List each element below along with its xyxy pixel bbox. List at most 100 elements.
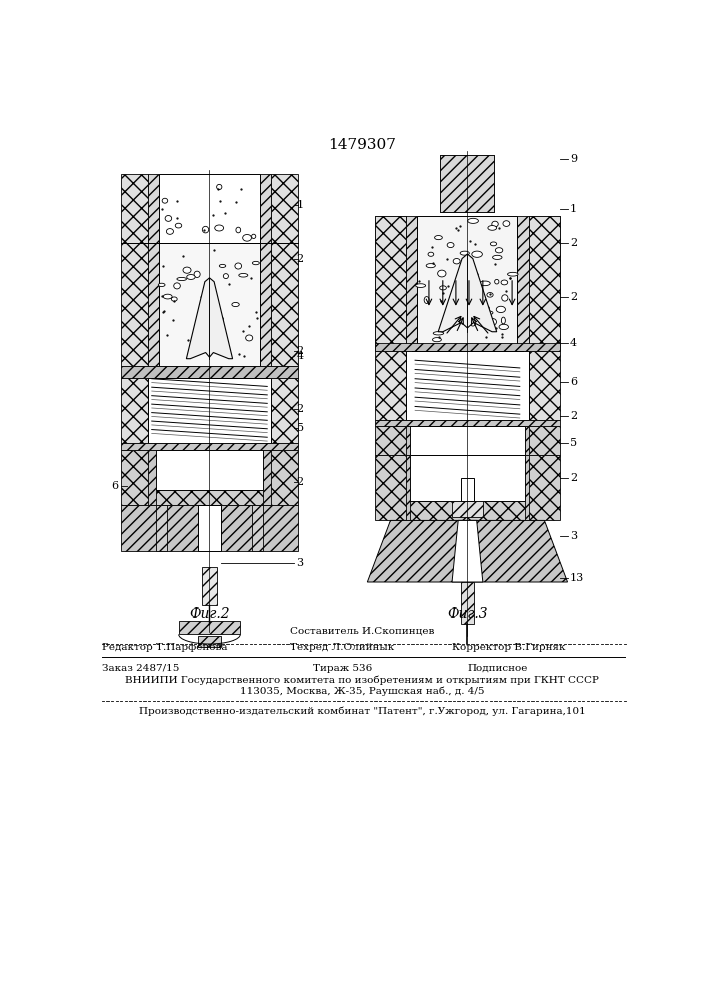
Bar — [461, 478, 474, 501]
Ellipse shape — [460, 251, 469, 255]
Ellipse shape — [440, 286, 446, 290]
Bar — [156, 505, 167, 551]
Ellipse shape — [424, 297, 429, 303]
Ellipse shape — [171, 297, 177, 301]
Ellipse shape — [174, 283, 180, 289]
Ellipse shape — [245, 335, 252, 341]
Ellipse shape — [501, 317, 506, 324]
Polygon shape — [187, 278, 233, 359]
Ellipse shape — [492, 221, 498, 227]
Ellipse shape — [450, 300, 459, 303]
Text: 6: 6 — [112, 481, 119, 491]
Bar — [529, 351, 560, 420]
Bar — [375, 420, 560, 426]
Polygon shape — [438, 254, 497, 332]
Bar — [252, 505, 264, 551]
Ellipse shape — [482, 305, 489, 311]
Bar — [406, 426, 409, 455]
Text: Производственно-издательский комбинат "Патент", г.Ужгород, ул. Гагарина,101: Производственно-издательский комбинат "П… — [139, 707, 585, 716]
Text: 13: 13 — [570, 573, 584, 583]
Text: 2: 2 — [296, 477, 303, 487]
Ellipse shape — [447, 243, 454, 248]
Bar — [271, 174, 298, 243]
Ellipse shape — [215, 225, 223, 231]
Ellipse shape — [428, 252, 434, 256]
Bar — [121, 443, 298, 450]
Text: 2: 2 — [296, 254, 303, 264]
Text: 2: 2 — [296, 404, 303, 414]
Bar — [440, 155, 494, 212]
Bar — [406, 216, 417, 347]
Bar — [179, 620, 240, 634]
Ellipse shape — [445, 320, 455, 327]
Text: 2: 2 — [570, 411, 577, 421]
Bar — [156, 450, 264, 490]
Ellipse shape — [496, 248, 503, 253]
Bar — [375, 426, 560, 455]
Ellipse shape — [165, 215, 172, 221]
Bar — [148, 243, 160, 366]
Bar — [375, 343, 560, 351]
Text: Техред Л.Олийнык: Техред Л.Олийнык — [291, 643, 395, 652]
Text: 113035, Москва, Ж-35, Раушская наб., д. 4/5: 113035, Москва, Ж-35, Раушская наб., д. … — [240, 687, 484, 696]
Bar — [518, 216, 529, 347]
Ellipse shape — [467, 301, 473, 304]
Text: 5: 5 — [570, 438, 577, 448]
Bar — [148, 174, 160, 243]
Text: Тираж 536: Тираж 536 — [313, 664, 373, 673]
Text: Составитель И.Скопинцев: Составитель И.Скопинцев — [290, 627, 434, 636]
Ellipse shape — [239, 273, 248, 277]
Bar — [409, 455, 525, 501]
Ellipse shape — [502, 295, 508, 301]
Ellipse shape — [501, 280, 508, 285]
Bar — [259, 243, 271, 366]
Bar — [525, 455, 529, 520]
Ellipse shape — [499, 324, 508, 330]
Bar — [121, 366, 298, 378]
Text: 2: 2 — [570, 292, 577, 302]
Text: 2: 2 — [296, 346, 303, 356]
Ellipse shape — [468, 218, 479, 223]
Bar — [121, 378, 148, 443]
Text: 9: 9 — [570, 153, 577, 163]
Text: 1479307: 1479307 — [328, 138, 396, 152]
Ellipse shape — [462, 294, 466, 297]
Bar — [148, 450, 156, 505]
Bar — [271, 243, 298, 366]
Ellipse shape — [166, 229, 173, 234]
Bar — [160, 174, 259, 243]
Text: ВНИИПИ Государственного комитета по изобретениям и открытиям при ГКНТ СССР: ВНИИПИ Государственного комитета по изоб… — [125, 676, 599, 685]
Bar — [440, 155, 494, 212]
Ellipse shape — [496, 306, 506, 313]
Text: Редактор Т.Парфенова: Редактор Т.Парфенова — [102, 643, 227, 652]
Bar — [121, 450, 298, 505]
Text: Заказ 2487/15: Заказ 2487/15 — [102, 664, 179, 673]
Ellipse shape — [479, 281, 490, 286]
Bar — [375, 351, 406, 420]
Ellipse shape — [495, 279, 499, 284]
Ellipse shape — [503, 221, 510, 226]
Ellipse shape — [177, 277, 187, 281]
Ellipse shape — [201, 295, 209, 300]
Ellipse shape — [488, 226, 496, 230]
Polygon shape — [368, 520, 568, 582]
Text: 3: 3 — [570, 531, 577, 541]
Bar — [525, 426, 529, 455]
Bar — [121, 505, 298, 551]
Text: 2: 2 — [570, 238, 577, 248]
Ellipse shape — [216, 184, 222, 190]
Ellipse shape — [508, 272, 518, 276]
Ellipse shape — [202, 226, 209, 233]
Bar — [529, 216, 560, 351]
Bar — [259, 174, 271, 243]
Ellipse shape — [187, 275, 195, 279]
Ellipse shape — [158, 283, 165, 287]
Text: 1: 1 — [296, 200, 303, 210]
Ellipse shape — [236, 227, 240, 233]
Text: Фиг.3: Фиг.3 — [447, 607, 488, 621]
Ellipse shape — [416, 284, 426, 287]
Bar — [198, 636, 221, 647]
Bar — [121, 243, 148, 366]
Ellipse shape — [438, 270, 446, 277]
Text: 2: 2 — [570, 473, 577, 483]
